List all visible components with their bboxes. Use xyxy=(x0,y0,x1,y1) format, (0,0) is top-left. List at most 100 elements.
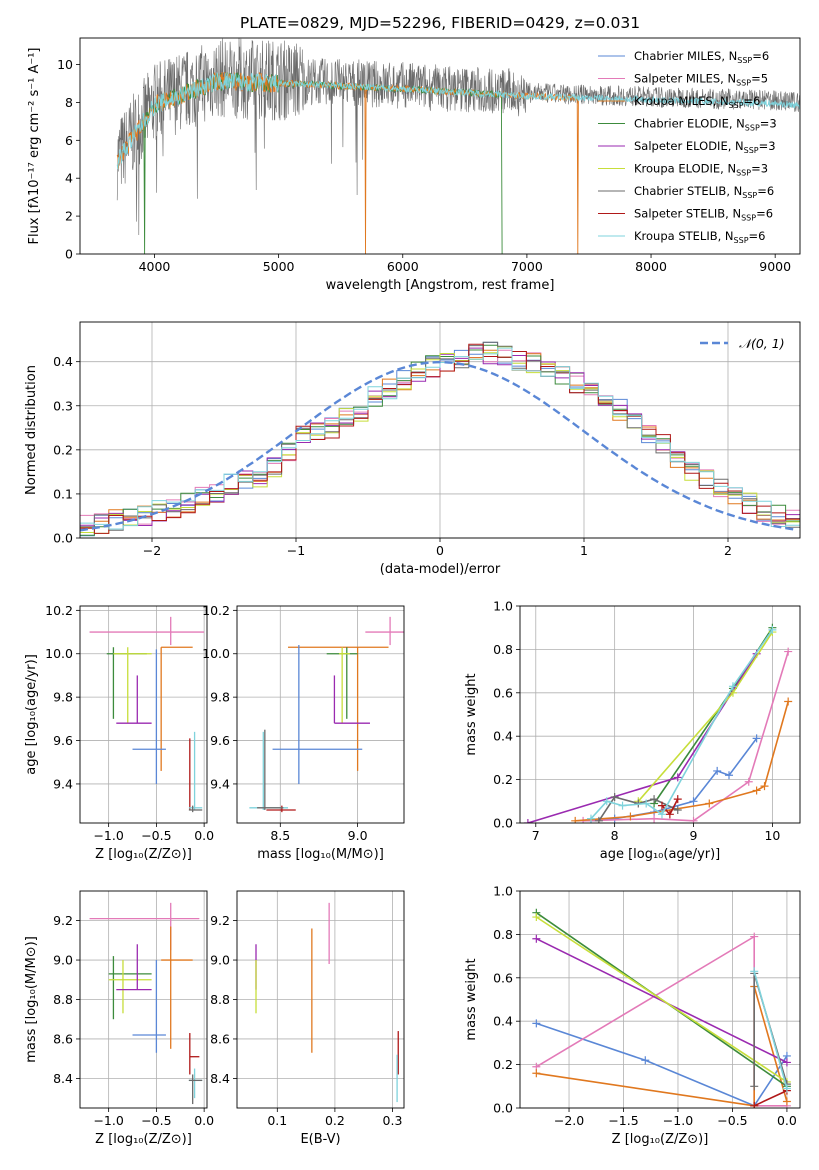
legend-label: Chabrier MILES, NSSP=6 xyxy=(634,49,769,65)
x-tick-label: 9000 xyxy=(759,259,791,274)
gaussian-reference-line xyxy=(80,360,798,532)
y-tick-label: 8.4 xyxy=(210,1071,230,1086)
plus-marker xyxy=(673,805,682,814)
x-tick-label: −1.0 xyxy=(93,1113,123,1128)
x-tick-label: 9.0 xyxy=(348,828,368,843)
y-tick-label: 0.3 xyxy=(53,398,73,413)
histogram-series xyxy=(80,343,800,538)
y-tick-label: 0.6 xyxy=(493,970,513,985)
mass-weight-vs-age-frame xyxy=(519,605,801,824)
y-tick-label: 9.0 xyxy=(53,953,73,968)
age-vs-mass-axes: 8.5 9.0 9.4 9.6 9.8 10.0 10.2 mass [log₁₀(M/M⊙)… xyxy=(202,603,404,862)
y-tick-label: 6 xyxy=(65,133,73,148)
plus-marker xyxy=(657,810,666,819)
plus-marker xyxy=(602,797,611,806)
y-tick-label: 0.4 xyxy=(53,354,73,369)
x-tick-label: 0.3 xyxy=(383,1113,403,1128)
plus-marker xyxy=(594,816,603,823)
plus-marker xyxy=(782,1058,791,1067)
plus-marker xyxy=(689,816,698,823)
plus-marker xyxy=(750,967,759,976)
y-tick-label: 9.4 xyxy=(210,776,230,791)
x-tick-label: 0.0 xyxy=(194,1113,214,1128)
x-tick-label: 0.0 xyxy=(777,1113,797,1128)
x-tick-label: 2 xyxy=(724,543,732,558)
series-line xyxy=(753,971,788,1089)
y-tick-label: 8.6 xyxy=(210,1031,230,1046)
mass-weight-vs-z-lines xyxy=(532,908,791,1108)
plus-marker xyxy=(689,797,698,806)
plus-marker xyxy=(532,934,541,943)
y-tick-label: 10 xyxy=(57,57,73,72)
plus-marker xyxy=(657,801,666,810)
spectrum-frame xyxy=(79,37,801,255)
y-tick-label: 9.6 xyxy=(210,733,230,748)
plus-marker xyxy=(705,799,714,808)
mass-vs-ebv-frame xyxy=(236,890,405,1109)
x-tick-label: 0.0 xyxy=(194,828,214,843)
x-axis-label: age [log₁₀(age/yr)] xyxy=(600,847,721,862)
x-tick-label: 9 xyxy=(690,828,698,843)
x-tick-label: −2 xyxy=(143,543,161,558)
y-axis-label: age [log₁₀(age/yr)] xyxy=(24,654,39,775)
plus-marker xyxy=(586,814,595,823)
series-line xyxy=(753,1089,788,1107)
x-tick-label: −0.5 xyxy=(141,1113,171,1128)
plus-marker xyxy=(610,792,619,801)
y-axis-label: mass weight xyxy=(464,958,479,1040)
x-axis-label: mass [log₁₀(M/M⊙)] xyxy=(257,847,384,862)
y-tick-label: 1.0 xyxy=(493,599,513,614)
plus-marker xyxy=(626,812,635,821)
spectrum-data-line xyxy=(116,38,800,236)
age-vs-mass-points xyxy=(249,616,404,813)
y-tick-label: 0.4 xyxy=(493,729,513,744)
mass-vs-z-frame xyxy=(79,890,208,1109)
y-tick-label: 9.2 xyxy=(210,913,230,928)
x-tick-label: 8 xyxy=(611,828,619,843)
residuals-axes: −2 −1 0 1 2 0.0 0.1 0.2 0.3 0.4 (data-model)/error… xyxy=(24,322,800,577)
y-tick-label: 10.2 xyxy=(45,603,73,618)
plus-marker xyxy=(768,625,777,634)
x-tick-label: 4000 xyxy=(139,259,171,274)
plus-marker xyxy=(673,795,682,804)
plus-marker xyxy=(618,801,627,810)
plus-marker xyxy=(750,932,759,941)
plus-marker xyxy=(642,799,651,808)
y-tick-label: 0.0 xyxy=(53,531,73,546)
y-axis-label: Flux [fλ10⁻¹⁷ erg cm⁻² s⁻¹ A⁻¹] xyxy=(27,48,42,245)
series-line xyxy=(535,937,788,1064)
legend-label: Kroupa STELIB, NSSP=6 xyxy=(634,229,765,245)
y-tick-label: 9.8 xyxy=(210,690,230,705)
residuals-legend: 𝒩(0, 1) xyxy=(700,336,785,351)
x-tick-label: 0.1 xyxy=(267,1113,287,1128)
plus-marker xyxy=(752,786,761,795)
legend-label: Chabrier ELODIE, NSSP=3 xyxy=(634,117,777,133)
mass-vs-ebv-points xyxy=(255,902,399,1103)
x-tick-label: 8.5 xyxy=(270,828,290,843)
x-tick-label: 1 xyxy=(580,543,588,558)
age-vs-z-frame xyxy=(79,605,208,824)
mass-weight-vs-z-axes: −2.0 −1.5 −1.0 −0.5 0.0 0.0 0.2 0.4 0.6 0.8 1.0 Z [… xyxy=(464,884,800,1147)
y-tick-label: 2 xyxy=(65,209,73,224)
y-tick-label: 0.6 xyxy=(493,685,513,700)
series-line xyxy=(575,701,789,822)
y-axis-label: Normed distribution xyxy=(24,365,39,495)
x-tick-label: 6000 xyxy=(387,259,419,274)
legend-label: Salpeter ELODIE, NSSP=3 xyxy=(634,139,776,155)
y-tick-label: 10.2 xyxy=(202,603,230,618)
age-vs-z-axes: −1.0 −0.5 0.0 9.4 9.6 9.8 10.0 10.2 Z [log₁₀(Z/Z… xyxy=(24,603,214,862)
y-tick-label: 0.1 xyxy=(53,486,73,501)
y-tick-label: 0.0 xyxy=(493,816,513,831)
series-line xyxy=(536,986,788,1107)
x-axis-label: E(B-V) xyxy=(300,1132,340,1147)
plus-marker xyxy=(571,816,580,823)
legend-label: Salpeter MILES, NSSP=5 xyxy=(634,72,768,88)
y-tick-label: 8 xyxy=(65,95,73,110)
x-axis-label: Z [log₁₀(Z/Z⊙)] xyxy=(95,1132,192,1147)
mass-weight-vs-age-axes: 7 8 9 10 0.0 0.2 0.4 0.6 0.8 1.0 age [log₁₀(age/yr… xyxy=(464,599,800,862)
plus-marker xyxy=(650,795,659,804)
y-tick-label: 0.2 xyxy=(493,772,513,787)
y-tick-label: 0.2 xyxy=(53,442,73,457)
x-axis-label: wavelength [Angstrom, rest frame] xyxy=(326,278,555,293)
